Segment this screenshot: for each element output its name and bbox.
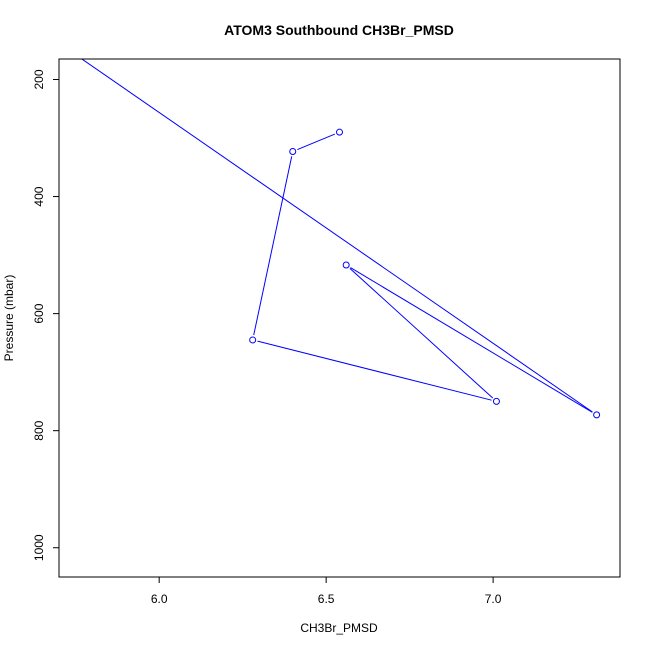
y-tick-label: 200 <box>32 69 46 89</box>
plot-frame <box>58 58 621 578</box>
x-tick-label: 6.0 <box>151 592 168 606</box>
x-axis: 6.0 6.5 7.0 <box>151 577 502 606</box>
y-tick-label: 600 <box>32 303 46 323</box>
y-axis-label: Pressure (mbar) <box>2 275 16 362</box>
line-segment <box>350 267 593 413</box>
data-point <box>593 411 601 419</box>
series-line <box>80 59 593 413</box>
x-tick-label: 7.0 <box>485 592 502 606</box>
data-point <box>289 147 297 155</box>
data-point <box>492 397 500 405</box>
data-point <box>336 128 343 136</box>
line-segment <box>297 133 336 151</box>
y-tick-label: 400 <box>32 186 46 206</box>
plot-area <box>80 59 601 419</box>
data-point <box>342 261 350 269</box>
y-tick-label: 1000 <box>32 534 46 561</box>
line-segment <box>253 156 293 336</box>
line-segment <box>349 268 494 399</box>
y-axis: 200 400 600 800 1000 <box>32 69 59 561</box>
x-tick-label: 6.5 <box>318 592 335 606</box>
x-axis-label: CH3Br_PMSD <box>300 621 378 635</box>
line-segment <box>257 340 492 401</box>
data-point <box>249 336 257 344</box>
y-tick-label: 800 <box>32 420 46 440</box>
chart-title: ATOM3 Southbound CH3Br_PMSD <box>224 22 454 38</box>
line-segment <box>80 59 593 413</box>
